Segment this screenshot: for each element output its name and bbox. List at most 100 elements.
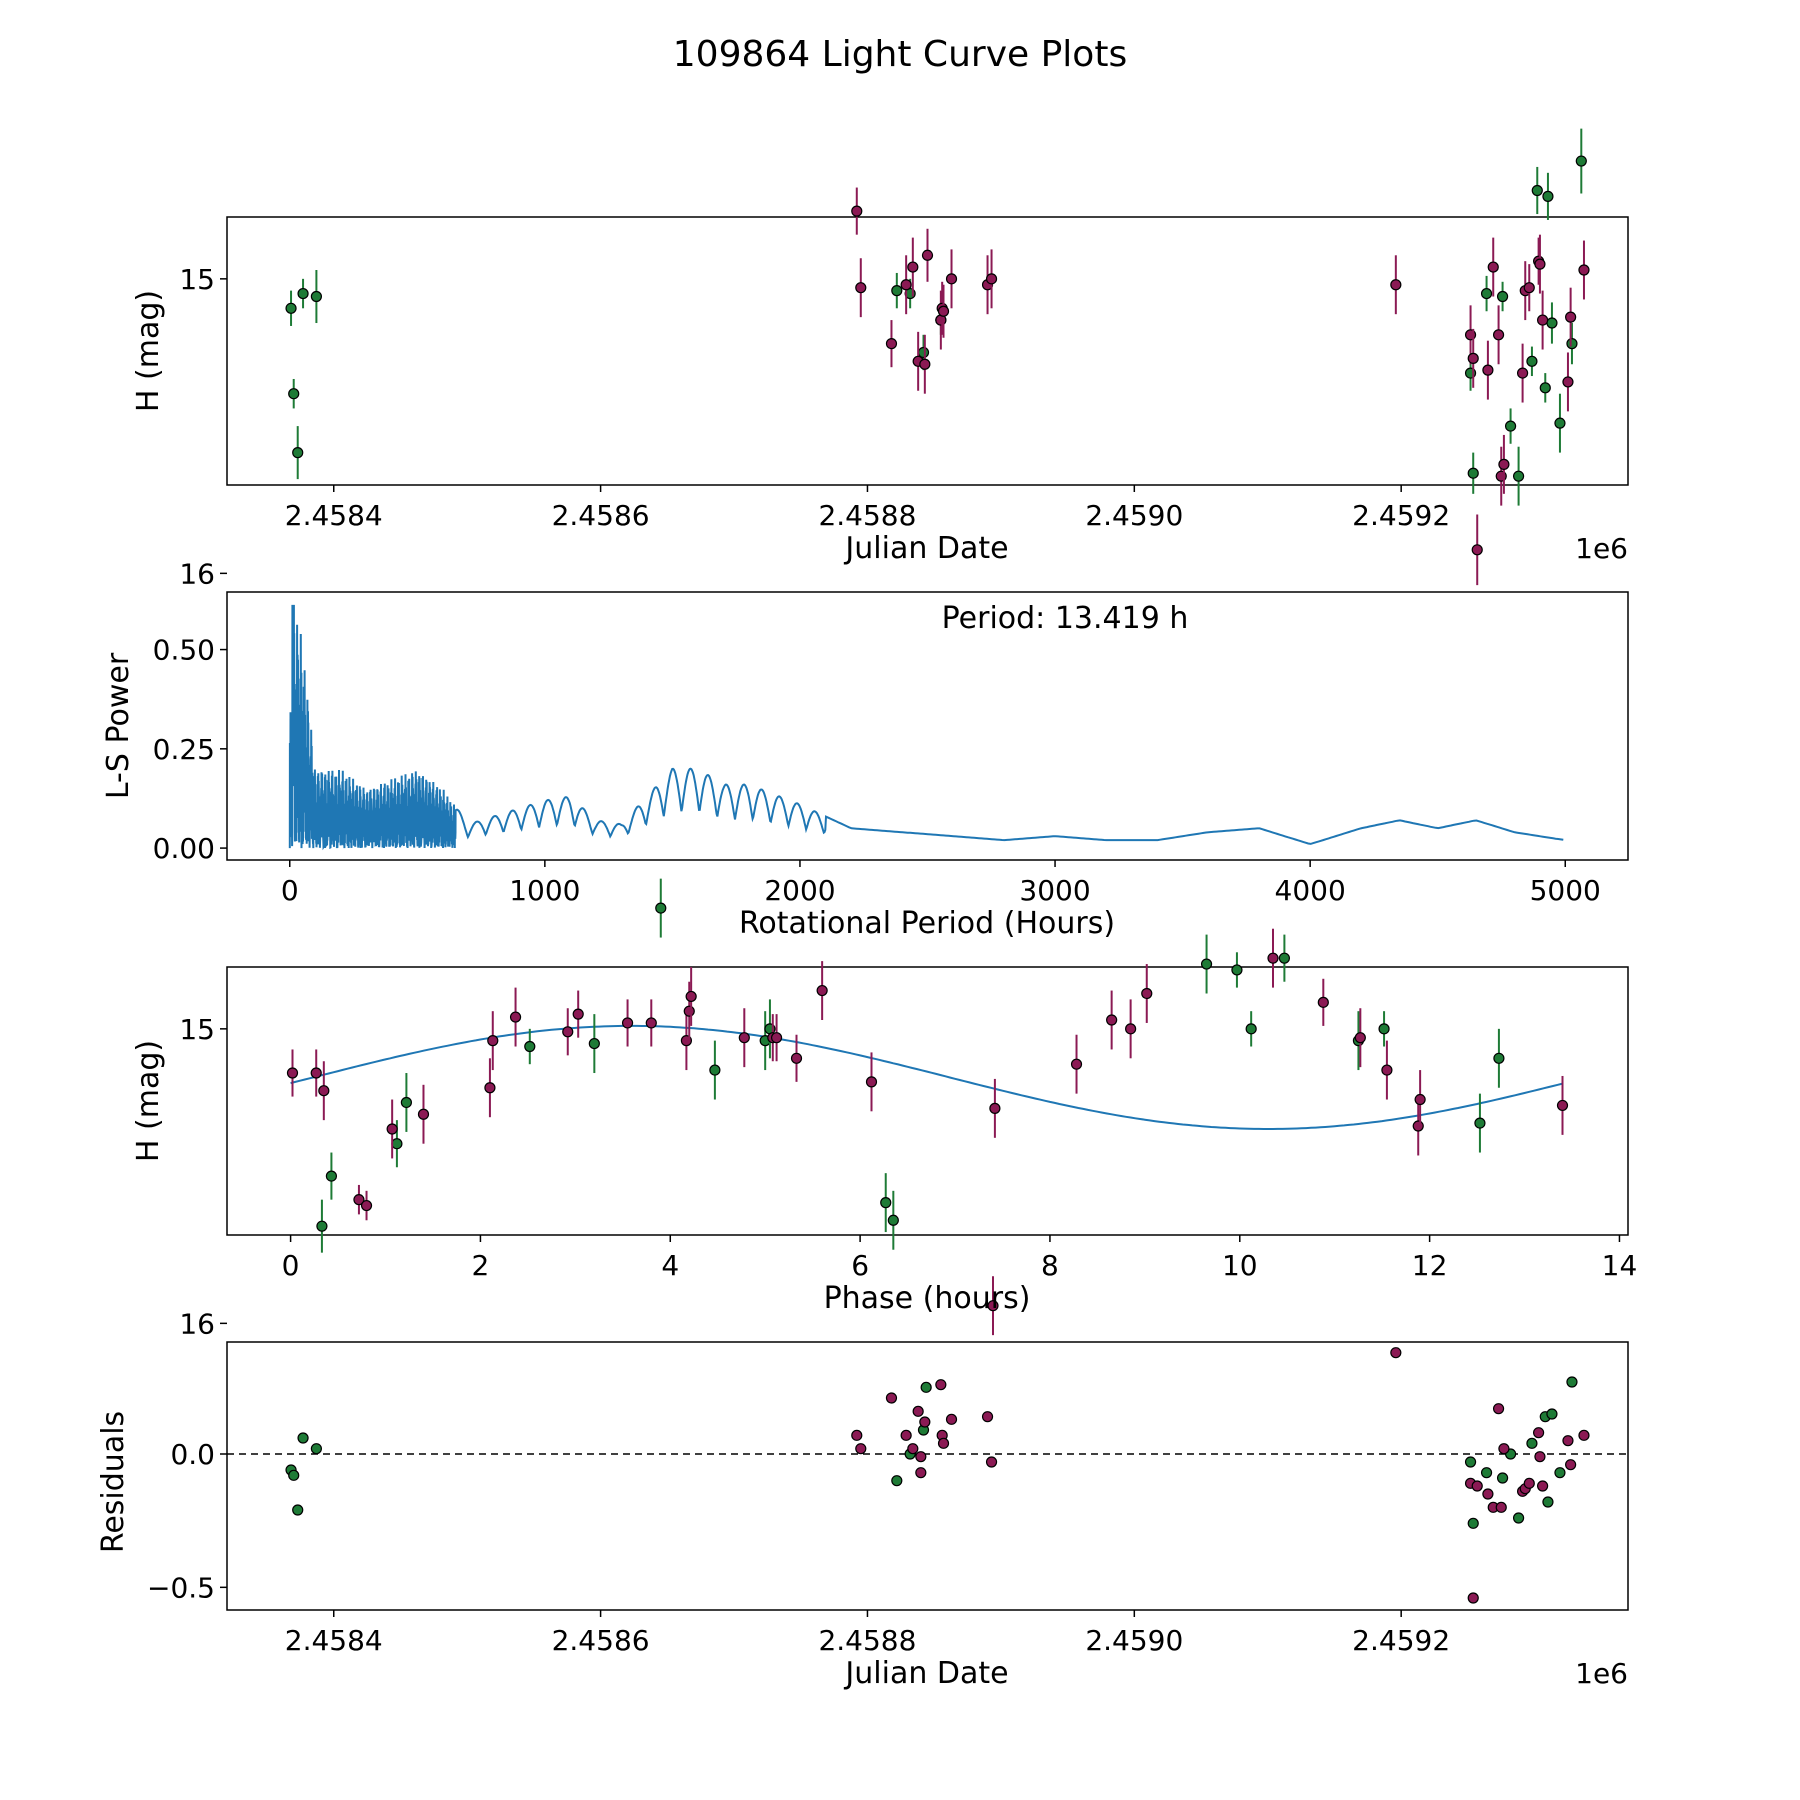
data-point-magenta [1562,1435,1574,1447]
data-point-magenta [572,1008,584,1020]
data-point-green [891,1475,903,1487]
data-point-magenta [1562,376,1574,388]
data-point-green [391,1138,403,1150]
data-point-magenta [1070,1058,1083,1070]
data-point-magenta [1381,1064,1393,1076]
data-point-green [880,1197,892,1209]
data-point-magenta [985,273,998,285]
lightcurve-ticks: 2.4584 2.4586 2.4588 2.4590 2.4592 15 16 [179,263,1450,591]
phased-xtick-label: 10 [1222,1249,1258,1282]
data-point-magenta [353,1194,365,1206]
data-point-magenta [1354,1032,1366,1044]
data-point-magenta [360,1199,373,1212]
lightcurve-xtick-label: 2.4584 [285,499,383,532]
periodogram-ytick-label: 0.25 [153,733,215,766]
phased-frame [226,966,1629,1236]
data-point-magenta [937,305,950,317]
data-point-magenta [855,282,867,294]
data-point-green [1496,290,1509,303]
data-point-magenta [919,358,931,370]
residuals-marks [227,1347,1628,1604]
periodogram-ylabel: L-S Power [101,652,136,799]
data-point-green [1467,1517,1479,1529]
data-point-green [1526,355,1538,367]
phased-xtick-label: 6 [851,1249,869,1282]
data-point-green [1526,1437,1538,1449]
data-point-magenta [915,1467,927,1479]
data-point-magenta [683,1005,695,1017]
data-point-magenta [645,1017,657,1029]
data-point-magenta [484,1082,496,1094]
data-point-magenta [1523,282,1535,294]
data-point-magenta [790,1052,803,1064]
data-point-green [1480,1467,1493,1479]
residuals-xtick-label: 2.4592 [1352,1624,1450,1657]
data-point-magenta [900,1429,912,1441]
data-point-magenta [621,1017,634,1029]
lightcurve-marks [285,128,1590,586]
data-point-magenta [1498,458,1510,470]
data-point-magenta [1414,1093,1426,1106]
data-point-magenta [1534,258,1546,270]
lightcurve-xtick-label: 2.4588 [818,499,916,532]
phased-ticks: 0 2 4 6 8 10 12 14 15 16 [179,1013,1637,1341]
data-point-green [524,1040,536,1053]
data-point-green [310,1443,322,1455]
data-point-magenta [855,1443,867,1455]
data-point-green [920,1381,932,1393]
data-point-green [891,285,903,297]
data-point-magenta [1125,1023,1137,1035]
periodogram-xtick-label: 3000 [1019,874,1090,907]
data-point-magenta [1390,1347,1402,1359]
lightcurve-xlabel: Julian Date [843,531,1008,566]
data-point-magenta [1317,996,1329,1008]
phased-xtick-label: 12 [1412,1249,1448,1282]
lightcurve-frame [226,216,1629,486]
data-point-green [1546,317,1558,329]
data-point-magenta [907,261,919,273]
data-point-magenta [1412,1120,1424,1132]
residuals-frame [226,1341,1629,1611]
phased-marks [286,878,1569,1336]
data-point-magenta [1565,311,1577,323]
data-point-green [1542,1496,1554,1508]
phased-xtick-label: 4 [661,1249,679,1282]
data-point-green [292,1504,304,1516]
phased-xlabel: Phase (hours) [824,1281,1031,1316]
lightcurve-ylabel: H (mag) [131,290,166,412]
data-point-green [400,1096,412,1109]
data-point-magenta [1141,987,1153,1000]
data-point-green [1512,1512,1525,1524]
data-point-magenta [1471,544,1483,556]
data-point-magenta [1534,1451,1546,1463]
periodogram-marks [288,604,1564,851]
data-point-green [316,1220,328,1232]
data-point-green [288,1469,300,1481]
lightcurve-ytick-label: 16 [179,557,215,590]
lightcurve-xtick-label: 2.4586 [552,499,650,532]
data-point-magenta [509,1011,522,1023]
data-point-green [1474,1117,1486,1129]
data-point-magenta [851,205,863,217]
data-point-green [1546,1408,1558,1420]
data-point-magenta [907,1443,919,1455]
data-point-magenta [1467,352,1479,364]
data-point-magenta [1516,367,1529,379]
data-point-magenta [286,1067,299,1079]
data-point-magenta [1482,1488,1494,1500]
data-point-green [1554,417,1566,429]
data-point-magenta [981,1411,994,1423]
data-point-green [1566,1376,1578,1388]
data-point-magenta [921,249,934,261]
data-point-magenta [985,1456,998,1468]
data-point-magenta [851,1429,863,1441]
data-point-magenta [318,1085,330,1097]
lightcurve-ytick-label: 15 [179,263,215,296]
panel-periodogram: 0 1000 2000 3000 4000 5000 0.00 0.25 0.50 Period… [101,591,1629,941]
period-annotation: Period: 13.419 h [942,601,1189,636]
data-point-magenta [562,1026,574,1038]
data-point-magenta [935,1379,947,1391]
data-point-green [1464,1456,1477,1468]
data-point-green [1554,1467,1566,1479]
